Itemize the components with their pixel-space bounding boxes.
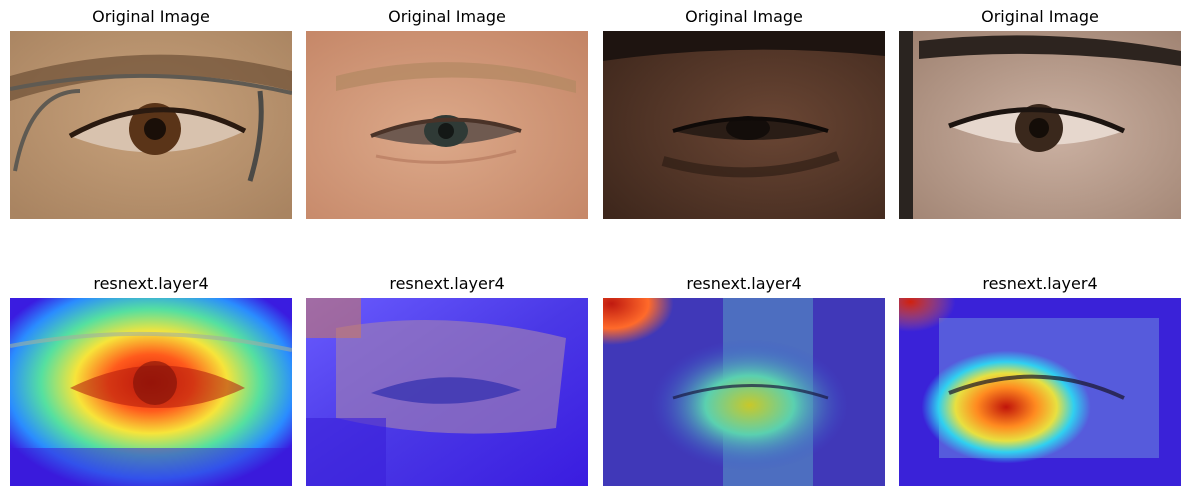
panel-title-original-4: Original Image [981,7,1099,26]
original-image-2 [306,31,588,219]
heatmap-overlay-4 [899,298,1181,486]
heatmap-overlay-2 [306,298,588,486]
eye-photo-3 [603,31,885,219]
panel-title-original-3: Original Image [685,7,803,26]
heatmap-overlay-1 [10,298,292,486]
original-image-1 [10,31,292,219]
panel-title-heatmap-4: resnext.layer4 [982,274,1098,293]
heatmap-overlay-3 [603,298,885,486]
heatmap-image-1 [10,298,292,486]
panel-title-heatmap-1: resnext.layer4 [93,274,209,293]
heatmap-image-2 [306,298,588,486]
panel-title-original-1: Original Image [92,7,210,26]
original-image-3 [603,31,885,219]
panel-title-heatmap-2: resnext.layer4 [389,274,505,293]
panel-title-heatmap-3: resnext.layer4 [686,274,802,293]
eye-photo-2 [306,31,588,219]
eye-photo-1 [10,31,292,219]
original-image-4 [899,31,1181,219]
eye-photo-4 [899,31,1181,219]
panel-title-original-2: Original Image [388,7,506,26]
heatmap-image-3 [603,298,885,486]
heatmap-image-4 [899,298,1181,486]
